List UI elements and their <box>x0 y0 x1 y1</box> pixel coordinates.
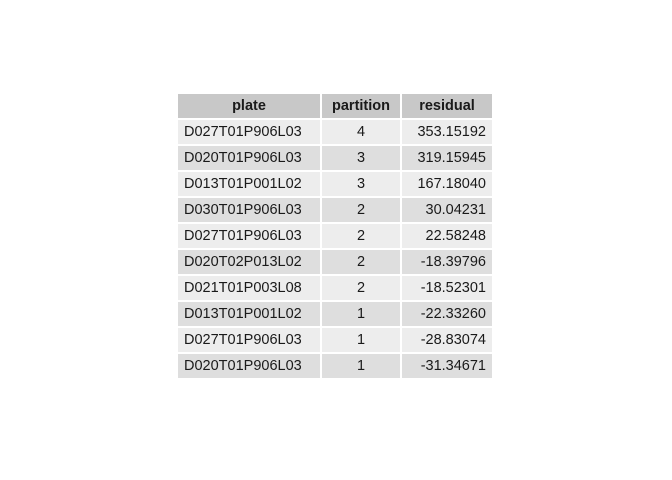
column-header-partition: partition <box>322 94 400 118</box>
cell-plate: D030T01P906L03 <box>178 198 320 222</box>
column-header-residual: residual <box>402 94 492 118</box>
cell-residual: 30.04231 <box>402 198 492 222</box>
cell-partition: 2 <box>322 198 400 222</box>
cell-partition: 3 <box>322 172 400 196</box>
cell-residual: 167.18040 <box>402 172 492 196</box>
cell-residual: -18.39796 <box>402 250 492 274</box>
cell-partition: 3 <box>322 146 400 170</box>
cell-residual: -18.52301 <box>402 276 492 300</box>
cell-residual: -28.83074 <box>402 328 492 352</box>
cell-plate: D021T01P003L08 <box>178 276 320 300</box>
header-row: plate partition residual <box>178 94 492 118</box>
cell-residual: 22.58248 <box>402 224 492 248</box>
table-row: D027T01P906L03 4 353.15192 <box>178 120 492 144</box>
cell-partition: 2 <box>322 276 400 300</box>
cell-partition: 4 <box>322 120 400 144</box>
cell-residual: 353.15192 <box>402 120 492 144</box>
table-row: D020T01P906L03 1 -31.34671 <box>178 354 492 378</box>
cell-plate: D027T01P906L03 <box>178 328 320 352</box>
cell-partition: 1 <box>322 302 400 326</box>
table-row: D013T01P001L02 3 167.18040 <box>178 172 492 196</box>
cell-partition: 2 <box>322 224 400 248</box>
cell-partition: 1 <box>322 328 400 352</box>
cell-residual: -31.34671 <box>402 354 492 378</box>
cell-plate: D027T01P906L03 <box>178 224 320 248</box>
cell-residual: -22.33260 <box>402 302 492 326</box>
table-row: D013T01P001L02 1 -22.33260 <box>178 302 492 326</box>
cell-partition: 2 <box>322 250 400 274</box>
cell-plate: D020T02P013L02 <box>178 250 320 274</box>
table-row: D030T01P906L03 2 30.04231 <box>178 198 492 222</box>
table-row: D020T02P013L02 2 -18.39796 <box>178 250 492 274</box>
column-header-plate: plate <box>178 94 320 118</box>
table-row: D027T01P906L03 1 -28.83074 <box>178 328 492 352</box>
cell-plate: D020T01P906L03 <box>178 146 320 170</box>
results-table: plate partition residual D027T01P906L03 … <box>176 92 494 380</box>
cell-plate: D027T01P906L03 <box>178 120 320 144</box>
cell-plate: D020T01P906L03 <box>178 354 320 378</box>
cell-residual: 319.15945 <box>402 146 492 170</box>
cell-plate: D013T01P001L02 <box>178 302 320 326</box>
table-row: D027T01P906L03 2 22.58248 <box>178 224 492 248</box>
cell-plate: D013T01P001L02 <box>178 172 320 196</box>
table-row: D021T01P003L08 2 -18.52301 <box>178 276 492 300</box>
table-row: D020T01P906L03 3 319.15945 <box>178 146 492 170</box>
cell-partition: 1 <box>322 354 400 378</box>
